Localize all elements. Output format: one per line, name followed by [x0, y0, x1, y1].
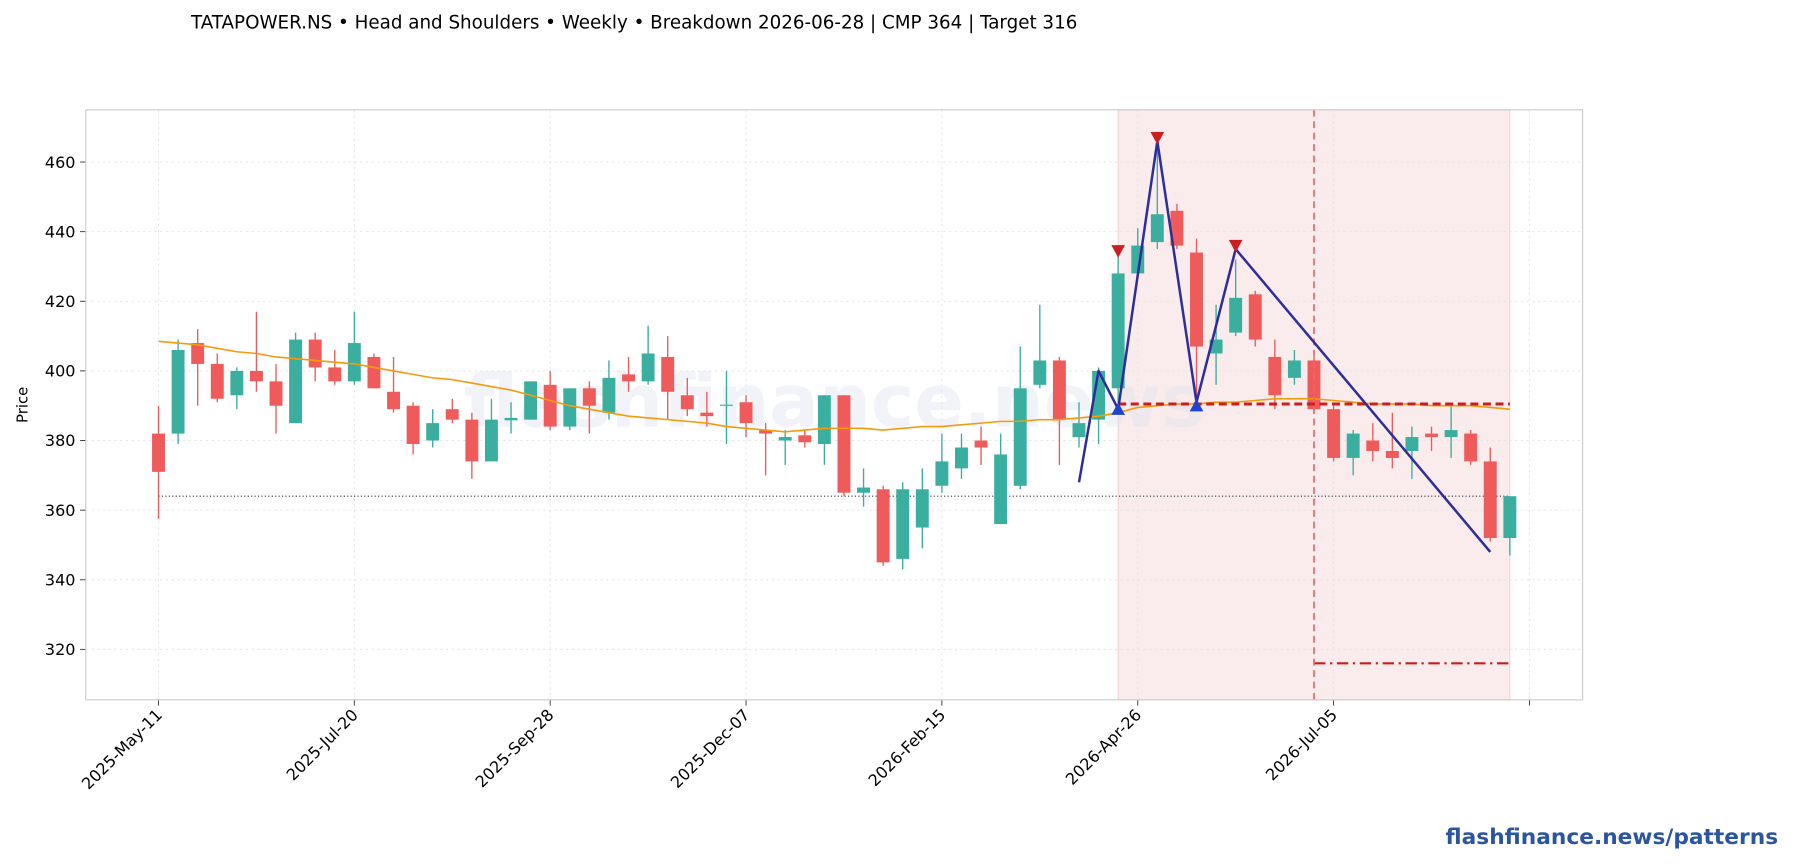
candle-body: [289, 339, 303, 424]
plot-frame: [85, 109, 1584, 701]
candle-body: [720, 404, 733, 406]
candle-body: [1013, 388, 1027, 486]
candle-body: [994, 454, 1008, 525]
y-tick-label: 340: [45, 570, 76, 589]
candle-body: [700, 412, 714, 417]
peak-marker: [1228, 239, 1243, 253]
peak-marker: [1150, 131, 1165, 145]
y-tick-label: 400: [45, 362, 76, 381]
candle-body: [778, 437, 792, 441]
footer: flashfinance.news/patterns: [1446, 825, 1779, 850]
candle-body: [817, 395, 831, 445]
candle-body: [1405, 437, 1419, 451]
candle-body: [543, 384, 557, 427]
candle-body: [249, 370, 263, 382]
candle-body: [955, 447, 968, 469]
candle-body: [328, 367, 342, 382]
candle-body: [1327, 409, 1341, 458]
candle-body: [152, 433, 165, 472]
candle-body: [602, 377, 616, 413]
chart-title: TATAPOWER.NS • Head and Shoulders • Week…: [190, 13, 1077, 34]
y-tick-label: 460: [45, 153, 76, 172]
candle-body: [915, 489, 929, 528]
candle-body: [1268, 356, 1282, 396]
candle-body: [387, 391, 400, 410]
candle-body: [661, 356, 675, 392]
candle-body: [680, 395, 694, 410]
candle-body: [1346, 433, 1360, 458]
candle-body: [1248, 294, 1262, 340]
candle-body: [739, 402, 753, 424]
candle-body: [1052, 360, 1066, 420]
candle-body: [857, 487, 871, 493]
y-axis-label: Price: [13, 387, 31, 423]
candle-body: [191, 343, 205, 364]
candle-body: [1425, 433, 1438, 438]
moving-average: [158, 340, 1510, 433]
y-tick-label: 360: [45, 501, 76, 520]
candle-body: [1483, 461, 1497, 538]
candle-body: [171, 350, 185, 434]
candle-body: [269, 381, 283, 406]
candle-body: [308, 339, 322, 368]
trough-marker: [1189, 398, 1204, 412]
y-tick-label: 420: [45, 292, 76, 311]
candle-body: [798, 435, 812, 443]
candle-body: [1033, 360, 1047, 385]
candle-body: [582, 388, 596, 406]
candle-body: [347, 343, 361, 382]
candle-body: [465, 419, 479, 462]
candle-body: [641, 353, 655, 382]
candle-body: [1464, 433, 1478, 462]
candle-body: [210, 363, 224, 399]
candle-body: [563, 388, 577, 427]
candle-body: [426, 423, 440, 441]
candle-body: [1229, 297, 1243, 333]
y-tick-label: 320: [45, 640, 76, 659]
candle-body: [1190, 252, 1203, 347]
candle-body: [1072, 423, 1086, 438]
candle-body: [759, 430, 773, 434]
candle-body: [935, 461, 949, 486]
candle-body: [974, 440, 988, 448]
candle-body: [230, 370, 244, 396]
candle-body: [622, 374, 636, 382]
candle-body: [524, 381, 538, 420]
candle-body: [1366, 440, 1380, 451]
candle-body: [406, 405, 420, 445]
y-tick-label: 380: [45, 431, 76, 450]
candle-body: [367, 356, 381, 389]
candle-body: [1444, 430, 1458, 438]
candle-body: [1503, 496, 1517, 538]
candle-body: [1170, 210, 1184, 246]
peak-marker: [1111, 245, 1126, 258]
candle-body: [876, 489, 890, 563]
trough-marker: [1111, 402, 1126, 415]
candle-body: [896, 489, 910, 559]
y-tick-label: 440: [45, 222, 76, 241]
candle-body: [504, 417, 518, 421]
candle-body: [1150, 214, 1164, 243]
candle-body: [445, 409, 459, 420]
candle-body: [1111, 273, 1125, 389]
candle-body: [1385, 450, 1399, 458]
candle-body: [837, 395, 851, 493]
candle-body: [484, 419, 498, 462]
candle-body: [1287, 360, 1301, 378]
